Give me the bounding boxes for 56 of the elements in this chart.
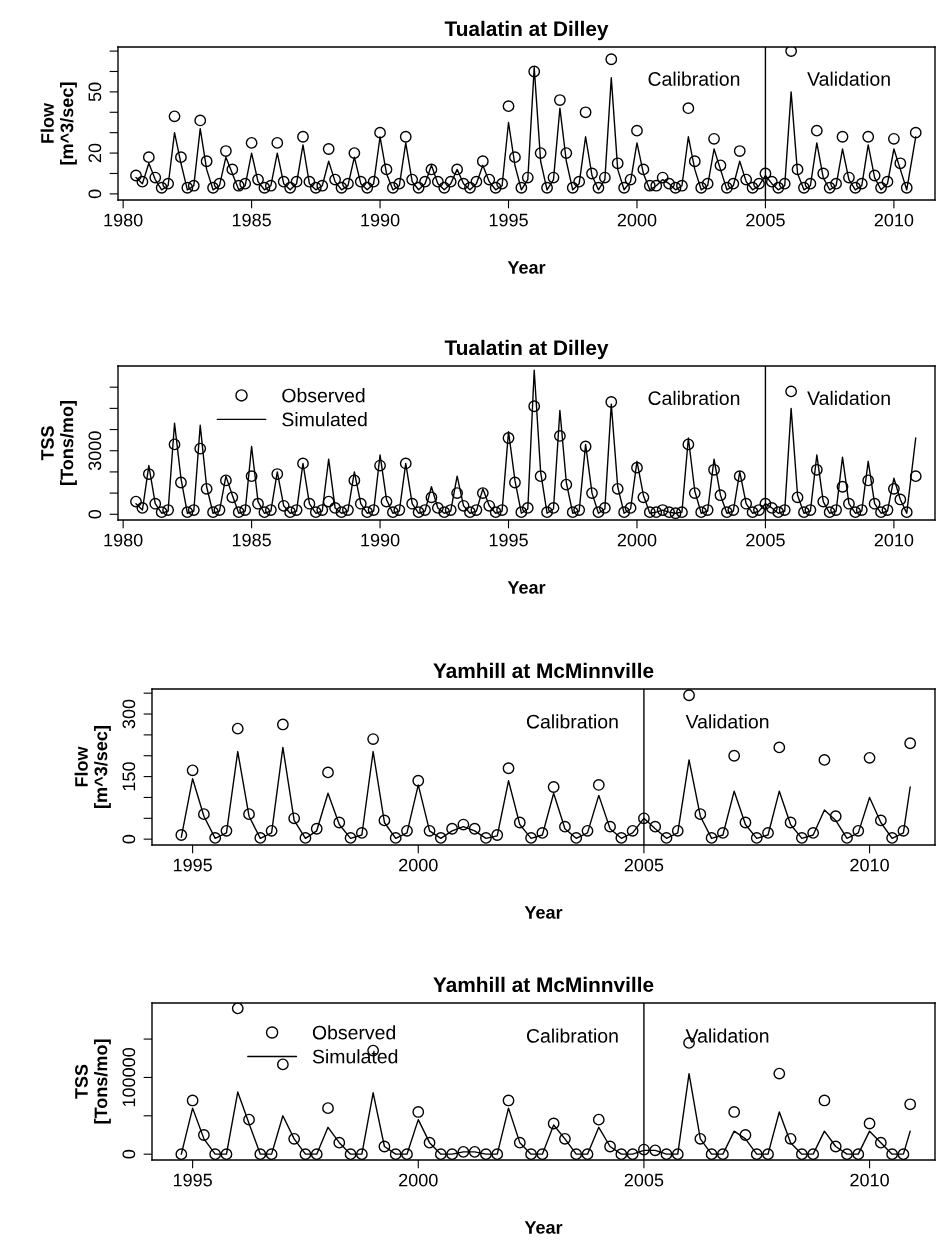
x-axis-title: Year xyxy=(524,1221,563,1234)
x-tick-label: 2005 xyxy=(624,858,664,872)
y-tick-label: 0 xyxy=(122,1149,136,1159)
x-tick-label: 2010 xyxy=(874,533,914,547)
chart-title: Tualatin at Dilley xyxy=(444,339,609,360)
x-axis-title: Year xyxy=(524,906,563,919)
annotation: Validation xyxy=(685,714,769,729)
y-axis-title: TSS [Tons/mo] xyxy=(41,401,77,485)
legend-label: Simulated xyxy=(312,1049,398,1064)
x-tick-label: 2000 xyxy=(617,213,657,227)
annotation: Calibration xyxy=(648,71,740,86)
annotation: Calibration xyxy=(526,1028,618,1043)
y-tick-label: 0 xyxy=(88,509,102,519)
x-tick-label: 1995 xyxy=(173,1173,212,1187)
x-tick-label: 2005 xyxy=(746,213,785,227)
legend-label: Observed xyxy=(282,388,365,403)
legend-label: Observed xyxy=(312,1025,396,1040)
x-tick-label: 1995 xyxy=(173,858,212,872)
x-tick-label: 2010 xyxy=(850,1173,889,1187)
chart-title: Tualatin at Dilley xyxy=(444,20,609,41)
chart-title: Yamhill at McMinnville xyxy=(433,976,654,993)
x-axis-title: Year xyxy=(507,581,546,594)
y-tick-label: 0 xyxy=(88,189,102,199)
x-tick-label: 2000 xyxy=(399,1173,438,1187)
x-tick-label: 2010 xyxy=(850,858,889,872)
annotation: Validation xyxy=(807,71,890,86)
annotation: Validation xyxy=(685,1028,769,1043)
y-tick-label: 150 xyxy=(122,762,136,791)
legend-label: Simulated xyxy=(282,412,367,427)
x-tick-label: 1980 xyxy=(104,533,143,547)
y-tick-label: 0 xyxy=(122,834,136,844)
annotation: Validation xyxy=(807,390,890,406)
y-tick-label: 3000 xyxy=(88,431,102,471)
annotation: Calibration xyxy=(648,390,740,406)
x-tick-label: 2000 xyxy=(617,533,657,547)
x-tick-label: 2010 xyxy=(874,213,914,227)
y-axis-title: Flow [m^3/sec] xyxy=(74,726,111,808)
y-tick-label: 100000 xyxy=(122,1048,136,1107)
x-tick-label: 1990 xyxy=(361,213,400,227)
y-axis-title: TSS [Tons/mo] xyxy=(75,1039,111,1124)
x-tick-label: 2000 xyxy=(399,858,438,872)
annotation: Calibration xyxy=(526,714,618,729)
x-tick-label: 1995 xyxy=(489,213,528,227)
x-tick-label: 1985 xyxy=(232,533,271,547)
x-axis-title: Year xyxy=(507,261,546,274)
x-tick-label: 1980 xyxy=(104,213,143,227)
x-tick-label: 1995 xyxy=(489,533,528,547)
y-tick-label: 300 xyxy=(122,699,136,729)
x-tick-label: 1990 xyxy=(361,533,400,547)
chart-title: Yamhill at McMinnville xyxy=(433,662,654,679)
x-tick-label: 2005 xyxy=(624,1173,664,1187)
y-tick-label: 20 xyxy=(88,143,102,163)
y-tick-label: 50 xyxy=(88,82,102,102)
y-axis-title: Flow [m^3/sec] xyxy=(40,82,77,165)
x-tick-label: 2005 xyxy=(746,533,785,547)
x-tick-label: 1985 xyxy=(232,213,271,227)
